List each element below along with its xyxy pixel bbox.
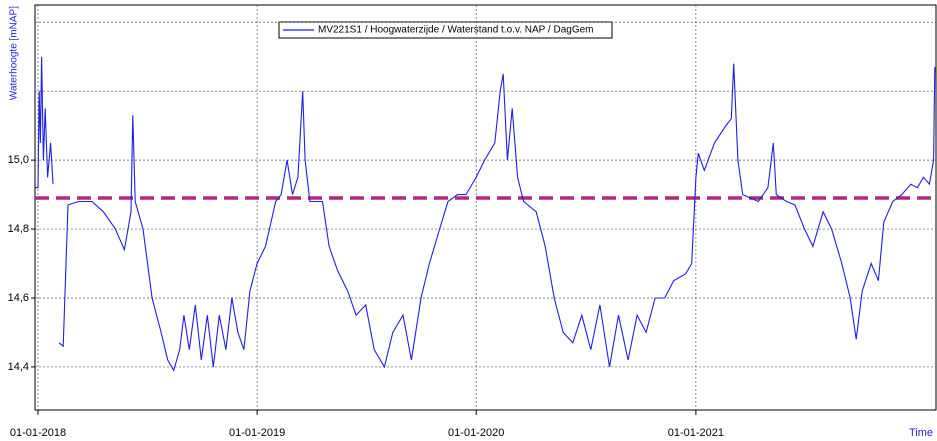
x-tick-label: 01-01-2021 [668,427,724,439]
legend-box [278,21,613,39]
x-tick-label: 01-01-2020 [448,427,504,439]
legend-label: MV221S1 / Hoogwaterzijde / Waterstand t.… [318,25,594,36]
x-axis-title: Time [909,427,933,439]
y-tick-label: 14,8 [8,223,29,235]
plot-frame [34,4,937,411]
y-tick-label: 15,0 [8,154,29,166]
x-tick-label: 01-01-2018 [10,427,66,439]
legend: MV221S1 / Hoogwaterzijde / Waterstand t.… [278,21,613,39]
x-tick-label: 01-01-2019 [229,427,285,439]
data-line [35,56,936,372]
y-tick-label: 14,4 [8,361,29,373]
y-axis-title: Waterhoogte [mNAP] [9,6,20,100]
y-tick-label: 14,6 [8,292,29,304]
